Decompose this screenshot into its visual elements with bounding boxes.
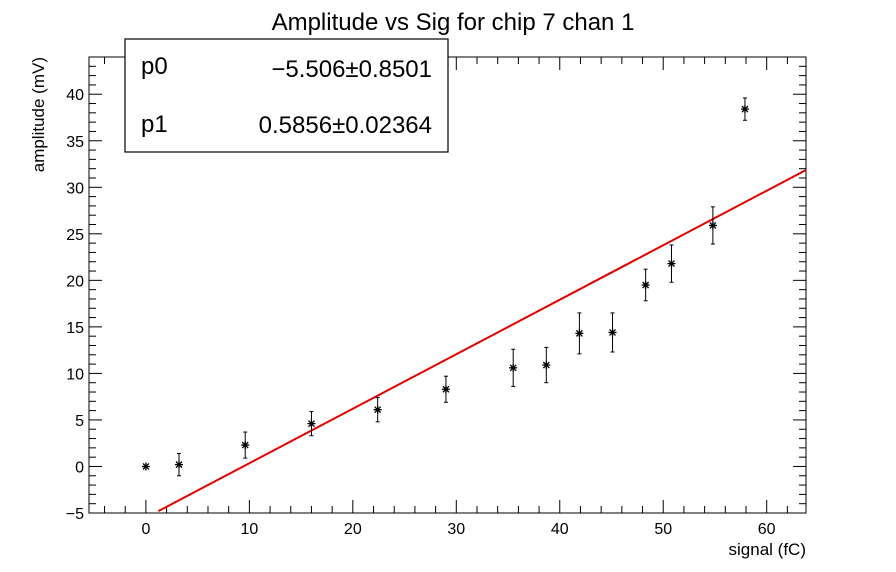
y-tick-label: 35 [66, 134, 84, 151]
star-marker [542, 361, 551, 370]
stats-param-p0-name: p0 [141, 53, 168, 80]
y-tick-label: 10 [66, 366, 84, 383]
x-tick-label: 30 [447, 521, 465, 538]
star-marker [175, 460, 184, 469]
x-tick-label: 0 [141, 521, 150, 538]
stats-param-p1-value: 0.5856±0.02364 [259, 112, 432, 139]
data-point [740, 97, 749, 121]
y-tick-label: 40 [66, 87, 84, 104]
y-tick-label: 0 [75, 459, 84, 476]
fit-line [157, 169, 807, 513]
x-tick-label: 40 [551, 521, 569, 538]
x-tick-label: 10 [240, 521, 258, 538]
chart-title: Amplitude vs Sig for chip 7 chan 1 [272, 9, 635, 36]
data-point [667, 244, 676, 283]
star-marker [708, 221, 717, 230]
data-point [241, 431, 250, 459]
fit-stats-box: p0 −5.506±0.8501 p1 0.5856±0.02364 [124, 38, 449, 153]
x-tick-label: 60 [758, 521, 776, 538]
x-tick-label: 50 [654, 521, 672, 538]
data-point [373, 397, 382, 423]
y-axis-label: amplitude (mV) [29, 57, 48, 172]
data-point [175, 452, 184, 477]
x-axis-label: signal (fC) [729, 540, 806, 559]
data-point [542, 346, 551, 384]
star-marker [141, 462, 150, 471]
star-marker [441, 385, 450, 394]
y-tick-label: 5 [75, 413, 84, 430]
star-marker [608, 328, 617, 337]
star-marker [373, 405, 382, 414]
star-marker [641, 281, 650, 289]
data-point [509, 348, 518, 387]
x-tick-label: 20 [344, 521, 362, 538]
star-marker [667, 259, 676, 268]
data-point [608, 312, 617, 353]
star-marker [241, 441, 250, 450]
star-marker [307, 419, 316, 428]
data-point [641, 268, 650, 302]
data-point [575, 312, 584, 355]
y-tick-label: 25 [66, 227, 84, 244]
star-marker [575, 329, 584, 338]
stats-param-p1-name: p1 [141, 111, 168, 138]
y-tick-label: −5 [66, 506, 84, 523]
data-point [141, 462, 150, 471]
data-point [307, 411, 316, 437]
y-tick-label: 20 [66, 273, 84, 290]
data-point [708, 206, 717, 245]
stats-box-frame [124, 38, 449, 153]
data-point [441, 375, 450, 403]
y-tick-label: 15 [66, 320, 84, 337]
stats-param-p0-value: −5.506±0.8501 [271, 56, 432, 83]
y-tick-label: 30 [66, 180, 84, 197]
star-marker [509, 363, 518, 372]
star-marker [740, 105, 749, 114]
